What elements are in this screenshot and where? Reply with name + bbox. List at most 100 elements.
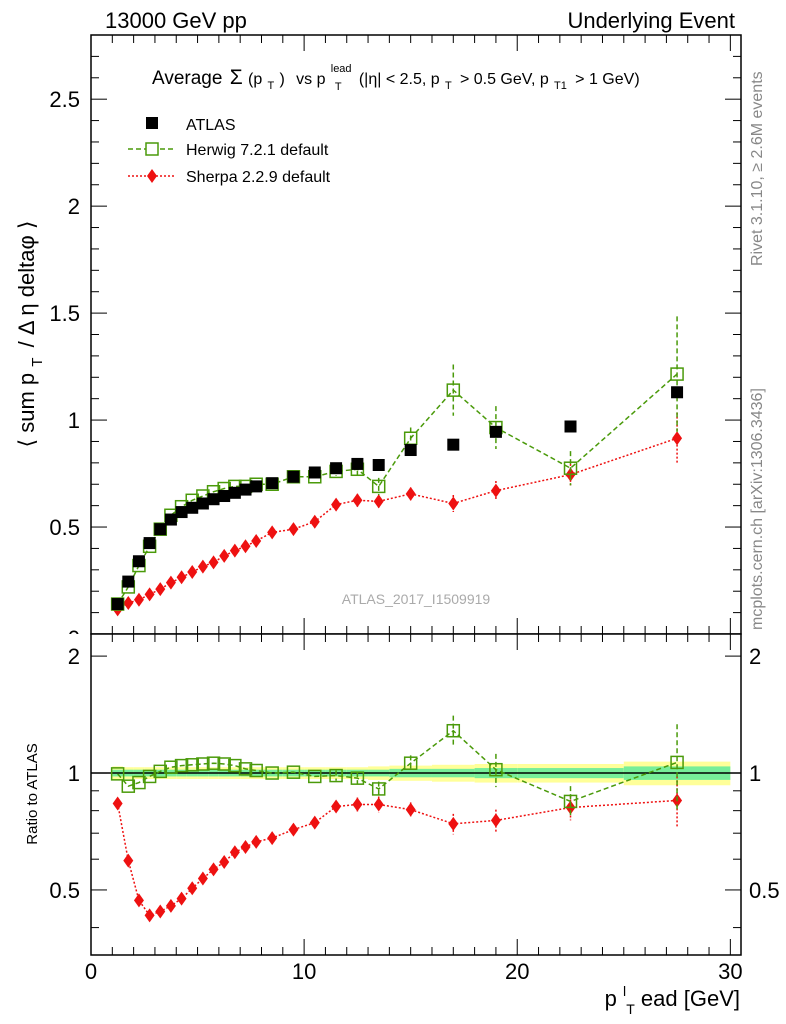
main-ylabel-b: / Δ η deltaφ ⟩	[14, 221, 39, 348]
legend-atlas-marker	[146, 117, 158, 129]
ratio-ticks	[91, 634, 741, 955]
ratio-sherpa-point	[208, 862, 219, 877]
main-ytick-label: 0.5	[49, 515, 80, 540]
ratio-sherpa-point	[251, 834, 262, 849]
ratio-herwig-point	[196, 757, 210, 771]
sherpa-point	[240, 539, 251, 554]
ratio-herwig-point	[238, 762, 253, 776]
main-ticks	[91, 35, 741, 634]
ratio-sherpa-point	[187, 881, 198, 896]
main-plot-area	[91, 35, 741, 634]
ratio-xtick-labels: 0 10 20 30	[85, 959, 743, 984]
ratio-series	[110, 715, 684, 923]
ratio-ytick-label-left: 1	[68, 761, 80, 786]
xlabel-rest: ead [GeV]	[641, 986, 740, 1011]
ratio-sherpa-point	[144, 908, 155, 923]
main-ylabel-a: ⟨ sum p	[14, 373, 39, 448]
atlas-point	[143, 537, 156, 550]
main-ytick-labels: 0.5 1 1.5 2 2.5	[49, 87, 80, 540]
ratio-xtick-label: 0	[85, 959, 97, 984]
atlas-point	[207, 493, 220, 506]
ratio-sherpa-point	[331, 799, 342, 814]
title-pt-close: )	[280, 71, 285, 88]
ratio-herwig-point	[329, 768, 343, 783]
ratio-herwig-point	[670, 755, 684, 770]
ratio-sherpa-point	[133, 893, 144, 908]
sherpa-point	[373, 494, 384, 509]
sherpa-point	[251, 533, 262, 548]
main-series	[110, 316, 684, 617]
title-cuts-c: > 1 GeV)	[575, 71, 639, 88]
ratio-herwig-point	[174, 758, 189, 773]
ratio-ytick-label-left: 2	[68, 644, 80, 669]
ratio-herwig-point	[110, 767, 125, 781]
ratio-herwig-point	[153, 764, 168, 779]
ratio-herwig-point	[286, 765, 301, 779]
ratio-sherpa-point	[155, 904, 166, 919]
ratio-sherpa-point	[490, 813, 501, 828]
ratio-herwig-point	[371, 782, 386, 796]
title-pt-sub: T	[268, 80, 275, 92]
legend: ATLAS Herwig 7.2.1 default Sherpa 2.2.9 …	[128, 117, 331, 186]
ratio-ytick-labels: 0.5 1 2	[49, 644, 80, 903]
sherpa-point	[229, 543, 240, 558]
side-rivet-label: Rivet 3.1.10, ≥ 2.6M events	[749, 71, 766, 266]
ratio-ytick-labels-right: 0.5 1 2	[749, 644, 780, 903]
title-cuts-b: > 0.5 GeV, p	[460, 71, 549, 88]
ratio-herwig-line	[117, 729, 678, 803]
sherpa-point	[165, 575, 176, 590]
sherpa-point	[197, 559, 208, 574]
ratio-sherpa-point	[288, 822, 299, 837]
atlas-point	[132, 555, 145, 568]
ratio-sherpa-point	[373, 797, 384, 812]
herwig-point	[563, 461, 578, 475]
ratio-sherpa-point	[197, 871, 208, 886]
ratio-sherpa-point	[123, 853, 134, 868]
ratio-herwig-point	[228, 758, 242, 773]
xlabel-sub: T	[626, 1001, 635, 1017]
atlas-point	[164, 513, 177, 526]
ratio-ytick-label-left: 0.5	[49, 878, 80, 903]
title-cuts-a: (|η| < 2.5, p	[359, 71, 440, 88]
atlas-point	[287, 470, 300, 483]
sherpa-point	[288, 522, 299, 537]
atlas-point	[404, 444, 417, 457]
atlas-point	[218, 490, 231, 503]
title-vs: vs p	[296, 71, 325, 88]
atlas-point	[266, 477, 279, 490]
ratio-sherpa-point	[240, 839, 251, 854]
legend-herwig-label: Herwig 7.2.1 default	[186, 142, 329, 159]
sherpa-point	[267, 525, 278, 540]
sherpa-point	[219, 548, 230, 563]
ratio-herwig-point	[164, 760, 178, 774]
atlas-point	[175, 506, 188, 519]
ratio-herwig-point	[563, 794, 578, 809]
ratio-herwig-point	[206, 756, 221, 770]
atlas-point	[186, 501, 199, 514]
title-sigma: Σ	[230, 66, 243, 89]
title-cuts-b-sub: T1	[554, 80, 567, 92]
ratio-ytick-label-right: 0.5	[749, 878, 780, 903]
sherpa-point	[176, 570, 187, 585]
main-ylabel: ⟨ sum p T / Δ η deltaφ ⟩	[14, 221, 47, 448]
ratio-frame	[90, 633, 742, 956]
legend-herwig-marker	[145, 142, 159, 156]
ratio-sherpa-point	[219, 855, 230, 870]
xlabel-sup: l	[623, 983, 626, 999]
ratio-sherpa-point	[165, 898, 176, 913]
main-panel: 0.5 1 1.5 2 2.5 0	[49, 34, 742, 635]
sherpa-point	[144, 587, 155, 602]
ratio-plot-area	[91, 634, 741, 955]
atlas-point	[154, 523, 167, 536]
sherpa-point	[672, 431, 683, 446]
title-lead-sup: lead	[331, 63, 352, 75]
sherpa-point	[490, 483, 501, 498]
atlas-point	[239, 483, 252, 496]
atlas-point	[447, 438, 460, 451]
ratio-ylabel: Ratio to ATLAS	[24, 743, 41, 844]
ratio-panel: 0.5 1 2 0.5 1 2 0 10 20 30	[49, 633, 780, 984]
ratio-sherpa-point	[267, 831, 278, 846]
main-ytick-label: 2	[68, 194, 80, 219]
ratio-herwig-point	[249, 763, 263, 778]
legend-sherpa-marker	[147, 169, 157, 183]
